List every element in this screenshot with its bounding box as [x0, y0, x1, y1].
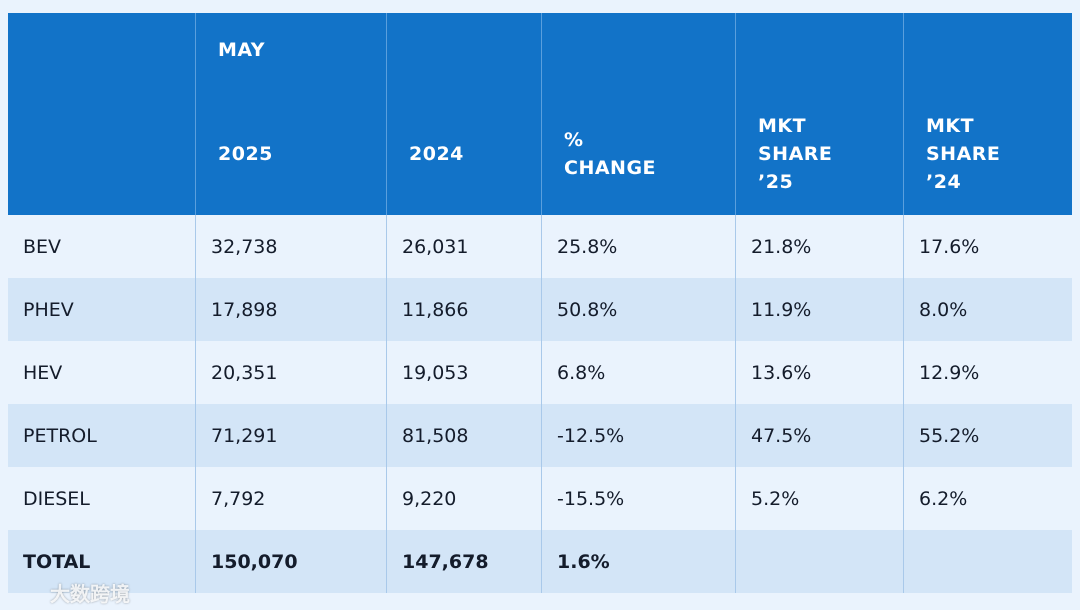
table-cell: 9,220: [387, 467, 542, 530]
table-cell: [736, 530, 904, 593]
table-cell: 5.2%: [736, 467, 904, 530]
table-cell: 50.8%: [542, 278, 736, 341]
table-row: TOTAL 150,070 147,678 1.6%: [8, 530, 1072, 593]
header-cell: % CHANGE: [542, 13, 736, 215]
table: 2025 MAY 2024 % CHANGE MKT SHARE ’25 MKT SHAR…: [8, 13, 1072, 593]
table-cell: 55.2%: [904, 404, 1072, 467]
table-cell: 17,898: [196, 278, 387, 341]
table-cell: 8.0%: [904, 278, 1072, 341]
table-cell: 147,678: [387, 530, 542, 593]
header-month: MAY: [218, 39, 266, 61]
table-cell: -15.5%: [542, 467, 736, 530]
table-cell: 6.2%: [904, 467, 1072, 530]
table-cell: 11.9%: [736, 278, 904, 341]
table-cell: 12.9%: [904, 341, 1072, 404]
table-cell: 19,053: [387, 341, 542, 404]
table-cell: 20,351: [196, 341, 387, 404]
watermark: 大数跨境: [50, 582, 130, 606]
table-cell: 17.6%: [904, 215, 1072, 278]
header-label: % CHANGE: [564, 129, 657, 179]
header-label: MKT SHARE ’24: [926, 115, 1001, 193]
table-cell: 25.8%: [542, 215, 736, 278]
table-row: HEV 20,351 19,053 6.8% 13.6% 12.9%: [8, 341, 1072, 404]
header-cell: 2025 MAY: [196, 13, 387, 215]
table-cell: 47.5%: [736, 404, 904, 467]
table-cell: [904, 530, 1072, 593]
table-cell: 81,508: [387, 404, 542, 467]
table-row: BEV 32,738 26,031 25.8% 21.8% 17.6%: [8, 215, 1072, 278]
table-row: PETROL 71,291 81,508 -12.5% 47.5% 55.2%: [8, 404, 1072, 467]
table-cell: 13.6%: [736, 341, 904, 404]
table-cell: TOTAL: [8, 530, 196, 593]
table-cell: 71,291: [196, 404, 387, 467]
table-cell: PHEV: [8, 278, 196, 341]
header-label: 2025: [218, 143, 273, 165]
table-row: DIESEL 7,792 9,220 -15.5% 5.2% 6.2%: [8, 467, 1072, 530]
table-cell: 11,866: [387, 278, 542, 341]
header-cell: 2024: [387, 13, 542, 215]
table-cell: 7,792: [196, 467, 387, 530]
header-label: MKT SHARE ’25: [758, 115, 833, 193]
table-cell: 32,738: [196, 215, 387, 278]
table-cell: 1.6%: [542, 530, 736, 593]
header-label: 2024: [409, 143, 464, 165]
table-cell: 26,031: [387, 215, 542, 278]
table-cell: 150,070: [196, 530, 387, 593]
table-row: PHEV 17,898 11,866 50.8% 11.9% 8.0%: [8, 278, 1072, 341]
table-cell: -12.5%: [542, 404, 736, 467]
header-cell: [8, 13, 196, 215]
header-cell: MKT SHARE ’24: [904, 13, 1072, 215]
table-cell: HEV: [8, 341, 196, 404]
header-cell: MKT SHARE ’25: [736, 13, 904, 215]
table-cell: BEV: [8, 215, 196, 278]
table-cell: PETROL: [8, 404, 196, 467]
table-cell: DIESEL: [8, 467, 196, 530]
table-cell: 6.8%: [542, 341, 736, 404]
header-row: 2025 MAY 2024 % CHANGE MKT SHARE ’25 MKT SHAR…: [8, 13, 1072, 215]
table-cell: 21.8%: [736, 215, 904, 278]
